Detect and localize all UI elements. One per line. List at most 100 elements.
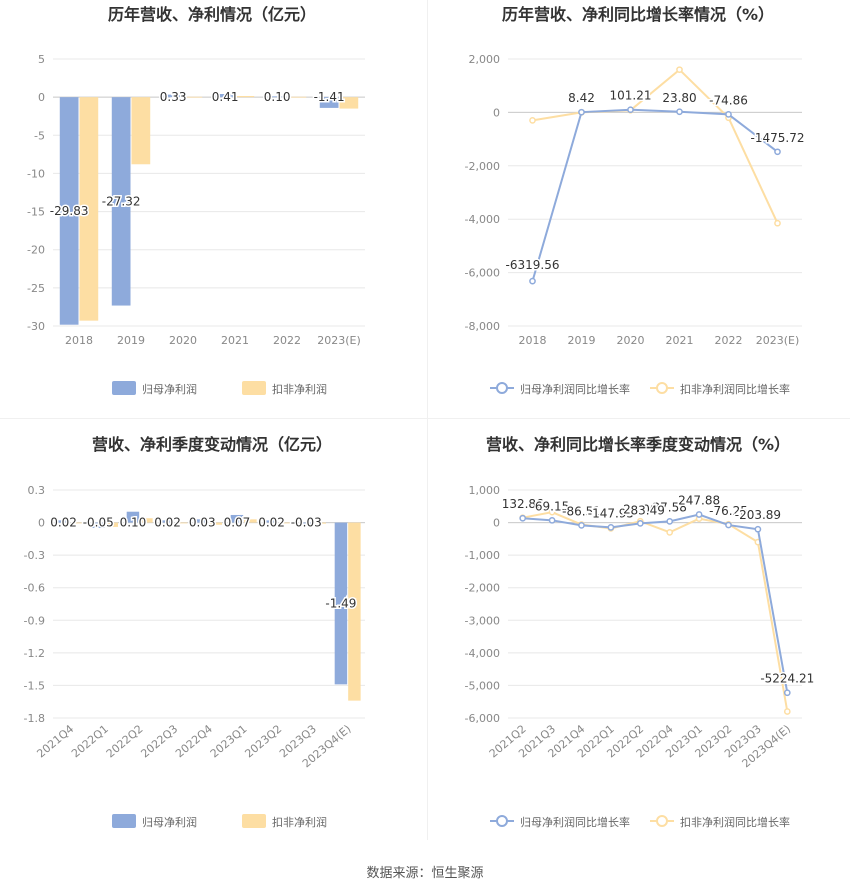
y-tick-label: -1.8 — [24, 712, 45, 725]
bar-data-label: 0.07 — [224, 516, 251, 530]
legend-label: 扣非净利润 — [272, 382, 327, 396]
data-source-note: 数据来源：恒生聚源 — [366, 866, 484, 881]
point-data-label: -74.86 — [709, 93, 748, 107]
bar-deducted-net-profit — [209, 522, 222, 525]
horizontal-divider — [0, 418, 850, 419]
y-tick-label: 5 — [38, 53, 45, 66]
bar-data-label: 0.03 — [189, 516, 216, 530]
y-tick-label: 2,000 — [469, 53, 501, 66]
line-point — [607, 524, 615, 531]
y-tick-label: 0 — [493, 517, 500, 530]
bar-deducted-net-profit — [140, 518, 153, 523]
bar-data-label: -1.41 — [314, 90, 345, 104]
bar-data-label: 0.02 — [258, 516, 285, 530]
legend-label: 扣非净利润同比增长率 — [680, 382, 790, 396]
line-point — [627, 106, 634, 114]
chart-2: 历年营收、净利同比增长率情况（%） 2,000 0 -2,000 -4,000 -6,00… — [465, 5, 806, 396]
bar-parent-net-profit — [111, 97, 131, 306]
bar-data-label: 0.41 — [212, 90, 239, 104]
point-data-label: -203.89 — [735, 508, 781, 522]
chart-title: 营收、净利季度变动情况（亿元） — [92, 435, 332, 454]
legend-marker — [496, 382, 508, 394]
line-point — [676, 66, 683, 74]
line-point — [695, 511, 703, 518]
bar-deducted-net-profit — [183, 96, 203, 98]
x-tick-label: 2020 — [617, 334, 645, 347]
line-parent-net-profit-growth — [522, 513, 789, 693]
legend-swatch — [112, 814, 136, 828]
legend: 归母净利润同比增长率 扣非净利润同比增长率 — [490, 382, 790, 396]
point-data-label: 23.80 — [662, 91, 696, 105]
y-tick-label: -5,000 — [465, 679, 500, 692]
bar-parent-net-profit — [334, 522, 348, 685]
y-tick-label: -15 — [27, 206, 45, 219]
point-data-label: 69.15 — [535, 499, 569, 513]
bar-deducted-net-profit — [79, 97, 99, 321]
y-tick-label: -25 — [27, 282, 45, 295]
x-tick-label: 2023(E) — [756, 334, 800, 347]
chart-title: 营收、净利同比增长率季度变动情况（%） — [486, 435, 790, 454]
bar-deducted-net-profit — [235, 95, 255, 98]
point-data-label: -76.25 — [709, 504, 748, 518]
line-point — [774, 219, 781, 227]
line-point — [578, 108, 585, 116]
y-tick-label: -10 — [27, 167, 45, 180]
line-point — [783, 708, 791, 715]
legend: 归母净利润 扣非净利润 — [112, 814, 327, 829]
vertical-divider — [427, 0, 428, 840]
y-tick-label: -0.6 — [24, 582, 45, 595]
y-tick-label: -2,000 — [465, 160, 500, 173]
y-tick-label: 1,000 — [469, 484, 501, 497]
bar-deducted-net-profit — [287, 96, 307, 98]
line-point — [636, 520, 644, 527]
x-tick-label: 2019 — [117, 334, 145, 347]
bar-deducted-net-profit — [313, 522, 326, 524]
chart-3: 营收、净利季度变动情况（亿元） 0.3 0 -0.3 -0.6 -0.9 -1.2 -1.5 -… — [24, 435, 365, 829]
bar-data-label: 0.10 — [264, 90, 291, 104]
point-data-label: 8.42 — [568, 91, 595, 105]
line-parent-net-profit-growth — [531, 108, 779, 282]
x-tick-label: 2022 — [715, 334, 743, 347]
bar-parent-net-profit — [319, 97, 339, 108]
bar-data-label: 0.10 — [120, 516, 147, 530]
bar-parent-net-profit — [126, 511, 140, 523]
point-data-label: -5224.21 — [760, 672, 814, 686]
legend-label: 归母净利润同比增长率 — [520, 382, 630, 396]
legend-marker — [656, 382, 668, 394]
y-tick-label: -0.3 — [24, 549, 45, 562]
legend-swatch — [112, 381, 136, 395]
chart-1: 历年营收、净利情况（亿元） 5 0 -5 -10 -15 -20 -25 -30 2018 2019… — [27, 5, 365, 396]
point-data-label: 37.58 — [653, 500, 687, 514]
line-point — [676, 108, 683, 116]
bar-parent-net-profit — [57, 520, 70, 523]
chart-4: 营收、净利同比增长率季度变动情况（%） 1,000 0 -1,000 -2,000 -3,… — [465, 435, 816, 829]
bar-parent-net-profit — [92, 522, 105, 528]
y-tick-label: -1,000 — [465, 549, 500, 562]
line-point — [754, 525, 762, 533]
line-point — [725, 521, 732, 529]
point-data-label: -147.95 — [588, 506, 634, 520]
legend-label: 扣非净利润 — [272, 815, 327, 829]
y-tick-label: 0 — [38, 91, 45, 104]
x-tick-label: 2022Q3 — [138, 722, 180, 760]
bar-parent-net-profit — [196, 519, 209, 523]
x-tick-label: 2020 — [169, 334, 197, 347]
legend: 归母净利润 扣非净利润 — [112, 381, 327, 396]
bar-parent-net-profit — [215, 94, 235, 98]
y-tick-label: -2,000 — [465, 582, 500, 595]
line-point — [725, 111, 732, 118]
y-tick-label: -30 — [27, 320, 45, 333]
y-tick-label: -4,000 — [465, 647, 500, 660]
line-point — [783, 689, 791, 697]
bar-parent-net-profit — [161, 520, 174, 523]
line-point — [774, 148, 781, 156]
point-data-label: 83.49 — [631, 504, 665, 518]
point-data-label: 25.00 — [623, 502, 657, 516]
bar-data-label: -1.49 — [325, 596, 356, 610]
y-tick-label: -3,000 — [465, 614, 500, 627]
x-tick-label: 2022 — [273, 334, 301, 347]
bar-deducted-net-profit — [174, 522, 188, 524]
point-data-label: -1475.72 — [751, 131, 805, 145]
bar-parent-net-profit — [230, 514, 244, 523]
legend: 归母净利润同比增长率 扣非净利润同比增长率 — [490, 815, 790, 829]
